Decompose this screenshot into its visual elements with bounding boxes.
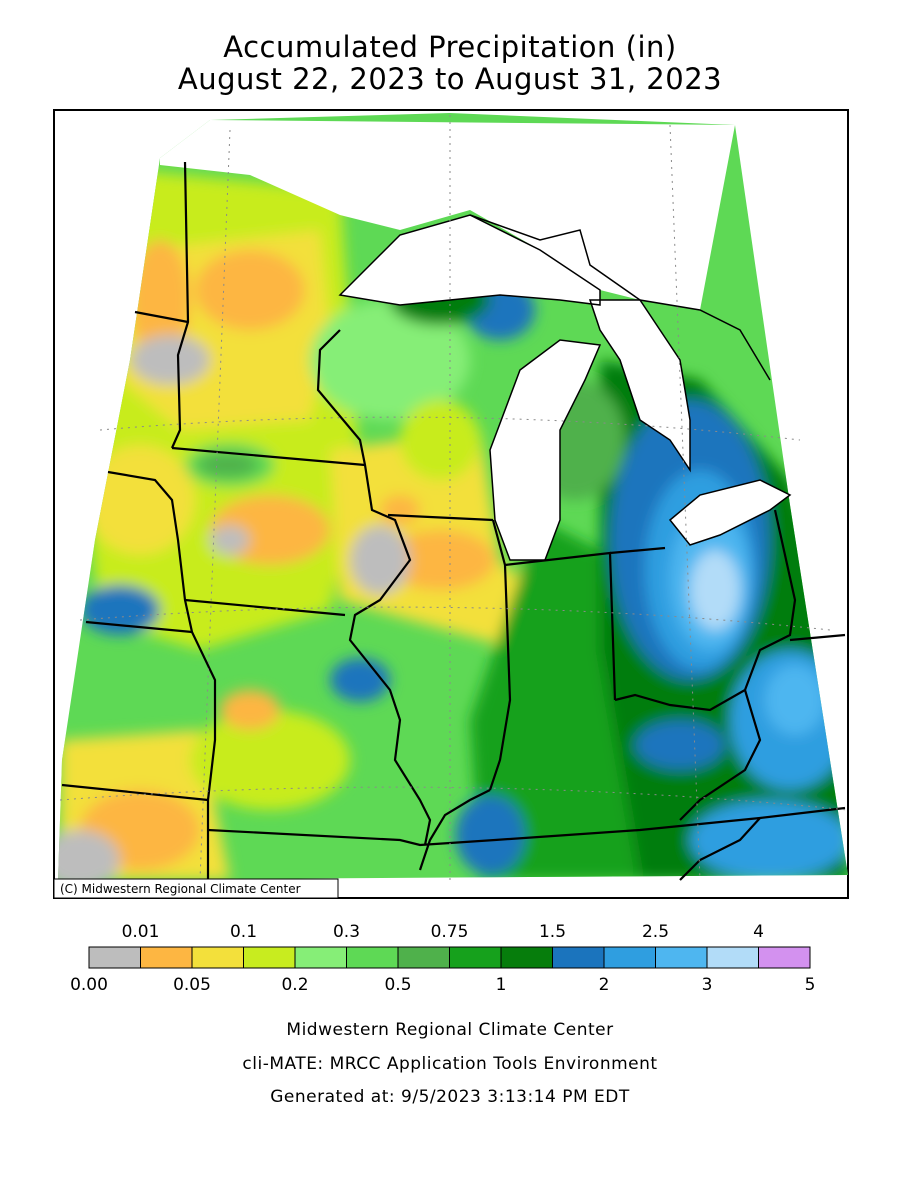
legend-lower-label: 1 <box>495 975 507 995</box>
map-date-range: August 22, 2023 to August 31, 2023 <box>177 62 723 96</box>
legend-lower-label: 2 <box>598 975 610 995</box>
legend-lower-label: 0.05 <box>173 975 211 995</box>
coastlines <box>338 214 792 561</box>
legend-bin <box>140 946 193 969</box>
legend-bin <box>758 946 811 969</box>
legend-bin <box>552 946 605 969</box>
legend-upper-label: 0.01 <box>121 922 160 942</box>
legend-upper-label: 4 <box>753 922 764 942</box>
legend-bin <box>655 946 708 969</box>
legend-upper-label: 0.1 <box>229 922 258 942</box>
legend-bin <box>346 946 399 969</box>
footer-timestamp: Generated at: 9/5/2023 3:13:14 PM EDT <box>270 1087 630 1107</box>
legend-bin <box>191 946 244 969</box>
state-boundaries <box>61 161 846 881</box>
graticule <box>59 115 849 881</box>
footer-tool: cli-MATE: MRCC Application Tools Environ… <box>242 1054 658 1074</box>
legend-bin <box>397 946 450 969</box>
legend-bin <box>706 946 759 969</box>
legend-lower-label: 0.2 <box>281 975 309 995</box>
legend-lower-label: 0.5 <box>384 975 412 995</box>
legend-upper-label: 1.5 <box>538 922 567 942</box>
legend-bin <box>603 946 656 969</box>
legend-bin <box>294 946 347 969</box>
legend-upper-label: 0.75 <box>430 922 469 942</box>
credit-box <box>53 878 339 899</box>
legend-bin <box>88 946 141 969</box>
legend-lower-label: 3 <box>701 975 713 995</box>
legend-bin <box>243 946 296 969</box>
legend-lower-label: 0.00 <box>70 975 108 995</box>
legend-upper-label: 2.5 <box>641 922 670 942</box>
legend-bin <box>500 946 553 969</box>
map-title: Accumulated Precipitation (in) <box>223 30 677 64</box>
legend-bin <box>449 946 502 969</box>
map-credit: (C) Midwestern Regional Climate Center <box>60 882 301 896</box>
precipitation-field <box>58 113 848 880</box>
footer-organization: Midwestern Regional Climate Center <box>286 1020 614 1040</box>
legend-upper-label: 0.3 <box>332 922 361 942</box>
legend-lower-label: 5 <box>804 975 816 995</box>
legend-colorbar <box>88 946 811 969</box>
